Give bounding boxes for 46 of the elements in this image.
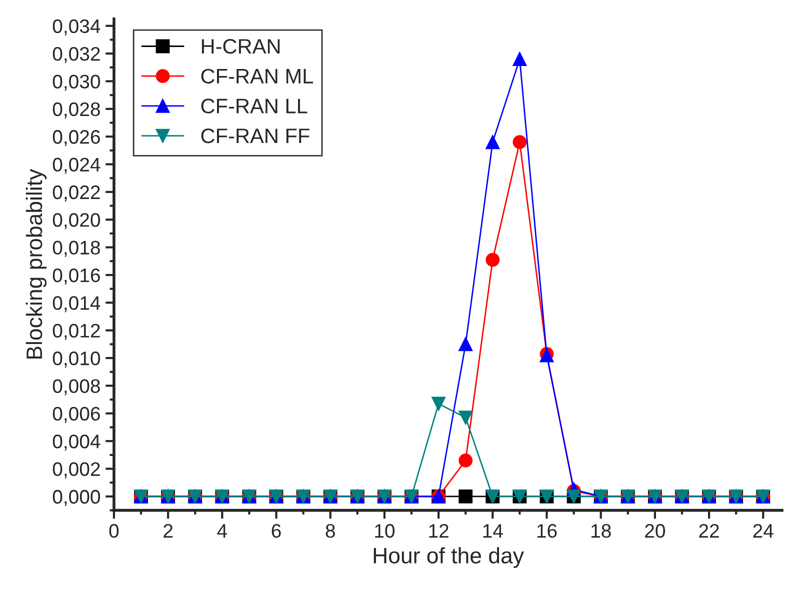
x-tick-label: 6 [272,524,281,538]
legend-label: H-CRAN [202,38,280,54]
point [486,135,500,150]
point [458,337,473,352]
y-tick-label: 0,016 [52,268,100,285]
y-tick-label: 0,024 [52,158,100,174]
x-tick-label: 22 [699,524,719,538]
x-tick-label: 16 [537,524,557,538]
x-tick-label: 4 [217,524,228,538]
y-tick-label: 0,008 [52,379,100,396]
y-tick-label: 0,026 [52,130,100,146]
y-tick-label: 0,004 [52,434,100,451]
y-tick-label: 0,030 [52,74,100,91]
x-tick-label: 2 [164,524,172,538]
y-tick-label: 0,022 [52,185,100,202]
point [486,252,500,267]
x-tick-label: 14 [483,524,503,538]
y-tick-label: 0,018 [52,240,100,257]
y-tick-label: 0,020 [52,213,100,230]
x-axis-title: Hour of the day [374,547,524,568]
x-tick-label: 20 [645,524,665,538]
point [458,410,473,425]
x-tick-label: 0 [109,524,119,538]
x-tick-label: 12 [429,524,448,538]
y-tick-label: 0,002 [52,462,100,478]
legend-label: CF-RAN ML [201,68,313,84]
point [458,454,473,468]
point [458,490,473,504]
y-axis-title: Blocking probability [26,168,47,359]
y-tick-label: 0,010 [52,352,100,368]
point [512,135,527,150]
y-tick-label: 0,000 [52,490,100,506]
y-tick-label: 0,034 [52,19,100,36]
y-tick-label: 0,014 [52,296,100,312]
y-tick-label: 0,006 [52,406,100,423]
x-tick-label: 18 [592,524,611,538]
y-tick-label: 0,032 [52,47,100,64]
point [432,396,446,411]
legend-label: CF-RAN LL [201,98,308,114]
x-tick-label: 8 [326,524,335,538]
x-tick-label: 24 [753,524,774,538]
legend-label: CF-RAN FF [201,128,310,144]
y-tick-label: 0,012 [52,324,100,340]
x-tick-label: 10 [375,524,395,538]
point [512,52,527,66]
y-tick-label: 0,028 [52,102,100,118]
